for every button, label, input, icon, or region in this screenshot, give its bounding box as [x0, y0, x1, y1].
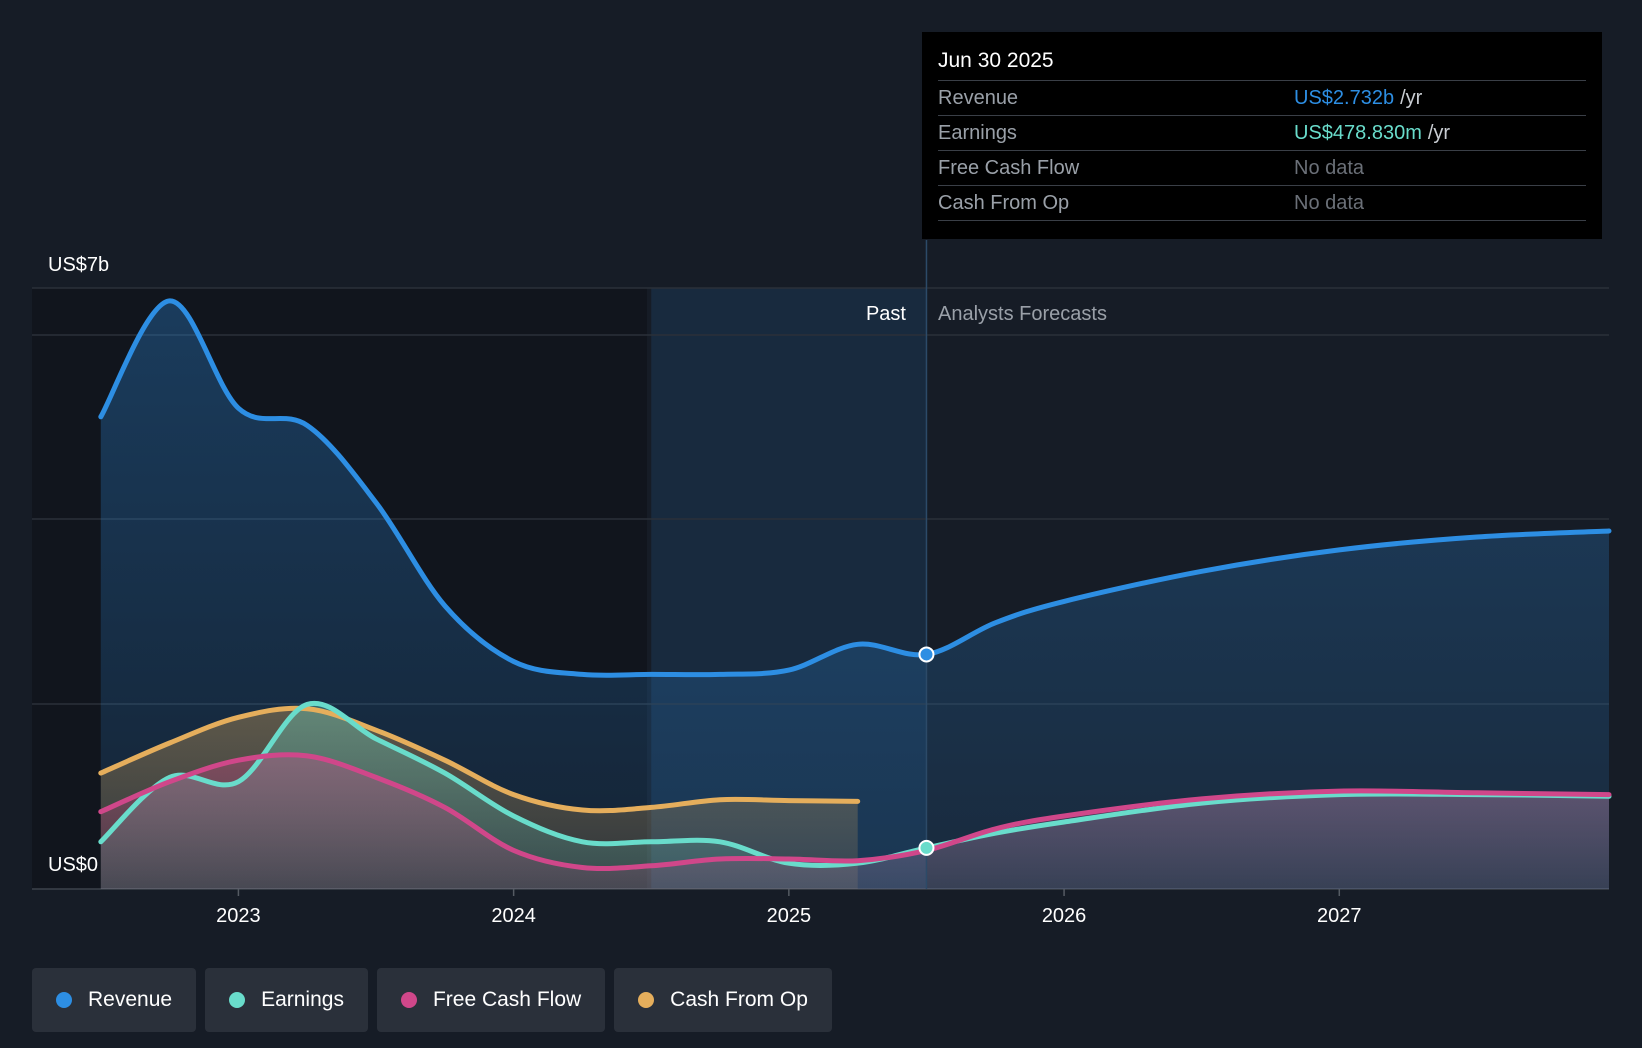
earnings-line — [98, 700, 1612, 869]
y-axis-bottom-label: US$0 — [48, 854, 98, 876]
tooltip-unit: /yr — [1400, 87, 1423, 109]
legend-label: Free Cash Flow — [432, 988, 582, 1011]
tooltip-date: Jun 30 2025 — [938, 49, 1054, 72]
free-cash-flow-area — [100, 754, 1609, 889]
y-axis-top-label: US$7b — [48, 254, 109, 276]
x-axis-ticks: 2023 2024 2025 2026 2027 — [216, 889, 1362, 927]
x-tick-label: 2027 — [1317, 905, 1362, 927]
series-lines — [98, 298, 1612, 872]
revenue-marker — [918, 646, 935, 663]
revenue-line — [98, 298, 1612, 678]
x-tick-label: 2024 — [491, 905, 536, 927]
legend: Revenue Earnings Free Cash Flow Cash Fro… — [32, 968, 832, 1032]
tooltip-row-earnings: Earnings US$478.830m /yr — [938, 115, 1586, 150]
revenue-dot-icon — [56, 992, 72, 1008]
legend-item-revenue[interactable]: Revenue — [32, 968, 197, 1032]
legend-label: Revenue — [88, 988, 173, 1011]
legend-item-free-cash-flow[interactable]: Free Cash Flow — [376, 968, 606, 1032]
tooltip-row-revenue: Revenue US$2.732b /yr — [938, 80, 1586, 115]
tooltip-value: US$478.830m — [1294, 122, 1422, 144]
tooltip-row-cash-from-op: Cash From Op No data — [938, 185, 1586, 221]
x-tick-label: 2025 — [767, 905, 812, 927]
x-tick-label: 2026 — [1042, 905, 1087, 927]
legend-item-cash-from-op[interactable]: Cash From Op — [614, 968, 832, 1032]
free-cash-flow-line — [98, 752, 1612, 872]
legend-item-earnings[interactable]: Earnings — [205, 968, 368, 1032]
cash-from-op-line — [98, 705, 861, 814]
tooltip-value: No data — [1294, 157, 1365, 179]
earnings-dot-icon — [229, 992, 246, 1008]
tooltip-row-free-cash-flow: Free Cash Flow No data — [938, 150, 1586, 185]
legend-label: Cash From Op — [670, 988, 808, 1011]
tooltip-value: US$2.732b — [1294, 87, 1395, 109]
x-tick-label: 2023 — [216, 905, 261, 927]
tooltip-label: Free Cash Flow — [938, 157, 1080, 179]
tooltip: Jun 30 2025 Revenue US$2.732b /yr Earnin… — [922, 32, 1602, 239]
tooltip-label: Revenue — [938, 87, 1019, 109]
tooltip-value: No data — [1294, 192, 1365, 214]
revenue-area — [100, 300, 1609, 889]
legend-label: Earnings — [261, 988, 344, 1011]
hover-markers — [918, 646, 935, 856]
earnings-marker — [918, 839, 935, 856]
tooltip-label: Earnings — [938, 122, 1017, 144]
tooltip-unit: /yr — [1427, 122, 1451, 144]
cash-from-op-dot-icon — [638, 992, 655, 1008]
tooltip-label: Cash From Op — [938, 192, 1070, 214]
past-label: Past — [866, 303, 906, 325]
forecast-label: Analysts Forecasts — [938, 303, 1107, 325]
free-cash-flow-dot-icon — [400, 992, 417, 1008]
